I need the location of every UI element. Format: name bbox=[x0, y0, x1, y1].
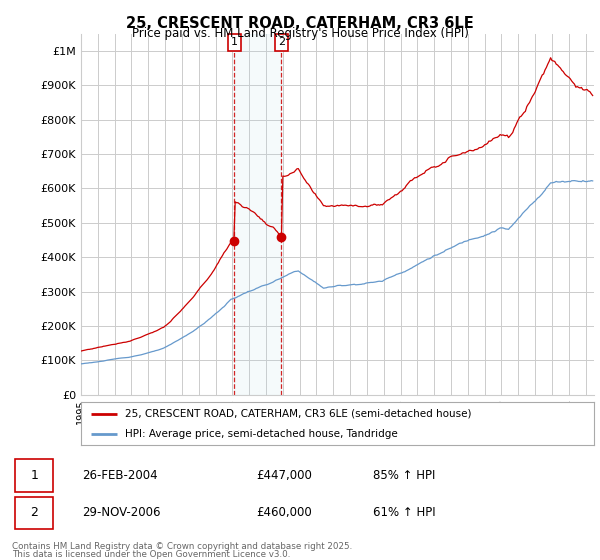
Text: 1: 1 bbox=[231, 38, 238, 48]
Text: Contains HM Land Registry data © Crown copyright and database right 2025.: Contains HM Land Registry data © Crown c… bbox=[12, 542, 352, 551]
Text: 25, CRESCENT ROAD, CATERHAM, CR3 6LE: 25, CRESCENT ROAD, CATERHAM, CR3 6LE bbox=[126, 16, 474, 31]
Text: £460,000: £460,000 bbox=[256, 506, 312, 520]
Text: 2: 2 bbox=[30, 506, 38, 520]
Bar bbox=[15, 497, 53, 529]
Text: 85% ↑ HPI: 85% ↑ HPI bbox=[373, 469, 435, 482]
Text: 2: 2 bbox=[278, 38, 285, 48]
Text: 26-FEB-2004: 26-FEB-2004 bbox=[82, 469, 157, 482]
Bar bbox=[15, 459, 53, 492]
Text: 29-NOV-2006: 29-NOV-2006 bbox=[82, 506, 160, 520]
Text: 1: 1 bbox=[30, 469, 38, 482]
Text: £447,000: £447,000 bbox=[256, 469, 313, 482]
Text: Price paid vs. HM Land Registry's House Price Index (HPI): Price paid vs. HM Land Registry's House … bbox=[131, 27, 469, 40]
Text: 61% ↑ HPI: 61% ↑ HPI bbox=[373, 506, 436, 520]
Text: 25, CRESCENT ROAD, CATERHAM, CR3 6LE (semi-detached house): 25, CRESCENT ROAD, CATERHAM, CR3 6LE (se… bbox=[125, 409, 471, 419]
Bar bbox=[235, 34, 281, 395]
Text: This data is licensed under the Open Government Licence v3.0.: This data is licensed under the Open Gov… bbox=[12, 550, 290, 559]
Text: HPI: Average price, semi-detached house, Tandridge: HPI: Average price, semi-detached house,… bbox=[125, 430, 397, 439]
